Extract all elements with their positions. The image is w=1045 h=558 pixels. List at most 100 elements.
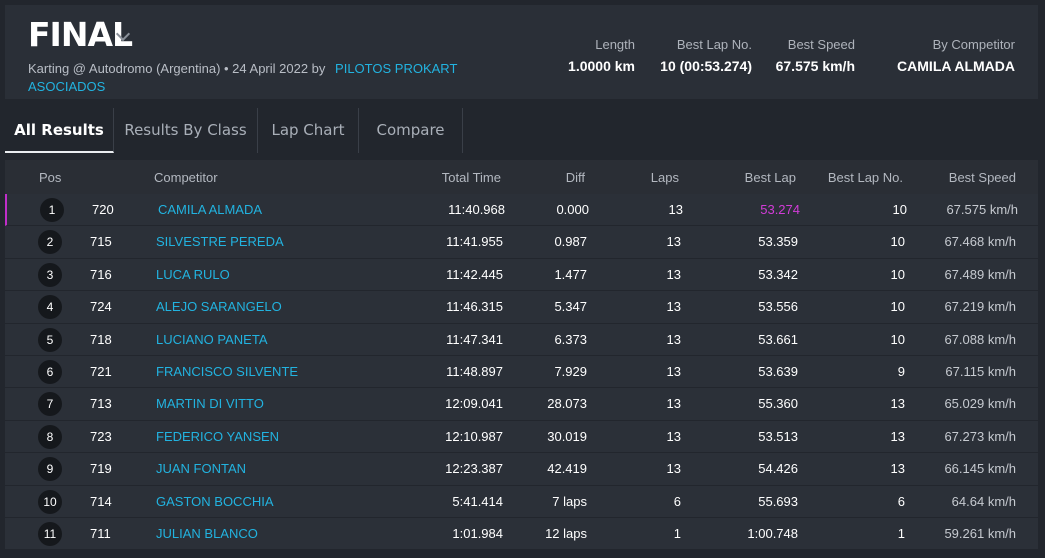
col-best-lap-no[interactable]: Best Lap No. [827, 170, 903, 185]
stat-best-speed-label: Best Speed [787, 37, 855, 52]
stat-best-speed-value: 67.575 km/h [775, 58, 855, 74]
stat-best-lap-no-label: Best Lap No. [676, 37, 752, 52]
best-lap-no: 13 [890, 396, 905, 412]
organizer-link[interactable]: PILOTOS PROKART ASOCIADOS [28, 61, 458, 94]
best-lap-no: 10 [890, 331, 905, 347]
laps: 13 [666, 234, 681, 250]
competitor-name[interactable]: GASTON BOCCHIA [156, 493, 274, 509]
best-speed: 67.219 km/h [944, 299, 1016, 315]
competitor-name[interactable]: LUCA RULO [156, 266, 230, 282]
best-speed: 65.029 km/h [944, 396, 1016, 412]
position-badge: 6 [38, 359, 62, 384]
table-row[interactable]: 5 718 LUCIANO PANETA 11:47.341 6.373 13 53.661… [5, 323, 1038, 356]
competitor-name[interactable]: ALEJO SARANGELO [156, 299, 282, 315]
diff: 6.373 [554, 331, 587, 347]
total-time: 11:46.315 [446, 299, 503, 315]
diff: 7 laps [552, 493, 587, 509]
best-lap: 53.513 [758, 428, 798, 444]
competitor-name[interactable]: JULIAN BLANCO [156, 525, 258, 541]
table-header: Pos Competitor Total Time Diff Laps Best… [5, 160, 1038, 194]
best-speed: 67.575 km/h [946, 202, 1018, 217]
laps: 13 [666, 363, 681, 379]
table-row[interactable]: 3 716 LUCA RULO 11:42.445 1.477 13 53.342 10 67.… [5, 258, 1038, 292]
table-row[interactable]: 4 724 ALEJO SARANGELO 11:46.315 5.347 13 53.55… [5, 291, 1038, 324]
tab-lap-chart[interactable]: Lap Chart [258, 108, 359, 153]
position-badge: 9 [38, 457, 62, 482]
laps: 13 [666, 461, 681, 477]
competitor-name[interactable]: FEDERICO YANSEN [156, 428, 280, 444]
table-row[interactable]: 1 720 CAMILA ALMADA 11:40.968 0.000 13 53.274 1… [5, 194, 1038, 227]
laps: 13 [666, 396, 681, 412]
col-pos[interactable]: Pos [39, 170, 62, 185]
tab-compare[interactable]: Compare [359, 108, 463, 153]
best-lap-no: 1 [897, 525, 905, 541]
results-tabs: All Results Results By Class Lap Chart C… [5, 108, 465, 153]
total-time: 1:01.984 [452, 525, 503, 541]
position-badge: 10 [38, 489, 62, 514]
best-speed: 59.261 km/h [944, 525, 1016, 541]
competitor-name[interactable]: SILVESTRE PEREDA [156, 234, 284, 250]
col-total-time[interactable]: Total Time [441, 170, 501, 185]
total-time: 12:09.041 [445, 396, 503, 412]
position-badge: 1 [40, 198, 64, 222]
best-lap: 53.639 [758, 363, 798, 379]
col-laps[interactable]: Laps [650, 170, 679, 185]
table-row[interactable]: 9 719 JUAN FONTAN 12:23.387 42.419 13 54.426 13… [5, 453, 1038, 486]
best-lap-no: 9 [897, 363, 905, 379]
tab-results-by-class[interactable]: Results By Class [114, 108, 258, 153]
table-row[interactable]: 2 715 SILVESTRE PEREDA 11:41.955 0.987 13 53.3… [5, 226, 1038, 259]
stat-by-competitor-label: By Competitor [932, 37, 1015, 52]
total-time: 11:41.955 [446, 234, 503, 250]
total-time: 5:41.414 [452, 493, 503, 509]
stat-by-competitor: By Competitor CAMILA ALMADA [885, 37, 1015, 74]
kart-number: 723 [90, 428, 112, 444]
best-speed: 67.088 km/h [944, 331, 1016, 347]
table-row[interactable]: 8 723 FEDERICO YANSEN 12:10.987 30.019 13 53.5… [5, 420, 1038, 454]
best-lap-no: 10 [892, 202, 907, 217]
diff: 5.347 [554, 299, 587, 315]
total-time: 11:40.968 [448, 202, 505, 217]
kart-number: 713 [90, 396, 112, 412]
position-badge: 7 [38, 392, 62, 417]
col-best-lap[interactable]: Best Lap [744, 170, 796, 185]
kart-number: 721 [90, 363, 112, 379]
stat-by-competitor-value: CAMILA ALMADA [897, 58, 1015, 74]
event-subtitle: Karting @ Autodromo (Argentina) • 24 Apr… [28, 60, 468, 96]
competitor-name[interactable]: LUCIANO PANETA [156, 331, 268, 347]
col-best-speed[interactable]: Best Speed [948, 170, 1016, 185]
best-speed: 64.64 km/h [951, 493, 1016, 509]
total-time: 11:42.445 [446, 266, 503, 282]
diff: 28.073 [547, 396, 587, 412]
laps: 13 [666, 266, 681, 282]
best-lap: 54.426 [758, 461, 798, 477]
position-badge: 2 [38, 230, 62, 255]
kart-number: 711 [90, 525, 111, 541]
col-competitor[interactable]: Competitor [154, 170, 218, 185]
position-badge: 8 [38, 424, 62, 449]
laps: 13 [666, 428, 681, 444]
col-diff[interactable]: Diff [565, 170, 585, 185]
event-details: Karting @ Autodromo (Argentina) • 24 Apr… [28, 61, 326, 76]
diff: 7.929 [554, 363, 587, 379]
diff: 0.987 [554, 234, 587, 250]
stat-length: Length 1.0000 km [545, 37, 635, 74]
competitor-name[interactable]: MARTIN DI VITTO [156, 396, 264, 412]
position-badge: 3 [38, 262, 62, 287]
tab-all-results[interactable]: All Results [5, 108, 114, 153]
best-speed: 66.145 km/h [944, 461, 1016, 477]
kart-number: 719 [90, 461, 112, 477]
table-row[interactable]: 10 714 GASTON BOCCHIA 5:41.414 7 laps 6 55.693… [5, 485, 1038, 518]
table-row[interactable]: 11 711 JULIAN BLANCO 1:01.984 12 laps 1 1:00.7… [5, 517, 1038, 551]
table-row[interactable]: 7 713 MARTIN DI VITTO 12:09.041 28.073 13 55.3… [5, 388, 1038, 421]
laps: 6 [673, 493, 681, 509]
best-lap-no: 10 [890, 266, 905, 282]
competitor-name[interactable]: FRANCISCO SILVENTE [156, 363, 299, 379]
best-speed: 67.468 km/h [944, 234, 1016, 250]
diff: 42.419 [547, 461, 587, 477]
best-lap: 55.360 [758, 396, 798, 412]
best-lap: 55.693 [758, 493, 798, 509]
competitor-name[interactable]: CAMILA ALMADA [158, 202, 263, 217]
competitor-name[interactable]: JUAN FONTAN [156, 461, 247, 477]
kart-number: 715 [90, 234, 112, 250]
table-row[interactable]: 6 721 FRANCISCO SILVENTE 11:48.897 7.929 13 53… [5, 355, 1038, 389]
